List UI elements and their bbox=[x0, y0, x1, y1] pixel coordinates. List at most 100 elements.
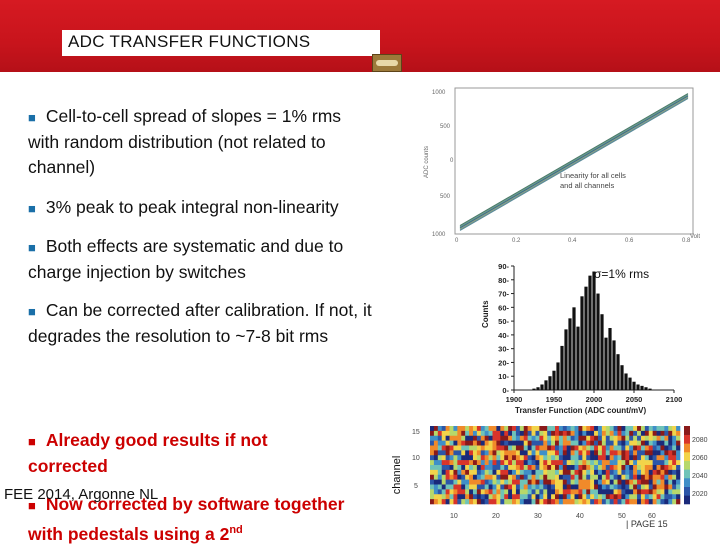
heatmap-cell bbox=[590, 455, 595, 461]
heatmap-cell bbox=[433, 474, 439, 480]
heatmap-cell bbox=[547, 440, 552, 446]
heatmap-cell bbox=[570, 455, 575, 461]
transfer-lines bbox=[459, 93, 689, 231]
heatmap-cell bbox=[672, 430, 677, 437]
heatmap-cell bbox=[539, 499, 544, 505]
heatmap-cell bbox=[504, 489, 509, 495]
heatmap-cell bbox=[515, 494, 521, 500]
heatmap-cell bbox=[535, 460, 540, 466]
slope-histogram: Counts Transfer Function (ADC count/mV) … bbox=[480, 258, 684, 420]
heatmap-cell bbox=[551, 430, 556, 437]
heatmap-cell bbox=[519, 494, 525, 500]
heatmap-cell bbox=[652, 426, 657, 432]
heatmap-cell bbox=[590, 479, 595, 485]
heatmap-cell bbox=[551, 435, 556, 441]
heatmap-cell bbox=[469, 499, 474, 505]
heatmap-cell bbox=[617, 450, 622, 456]
heatmap-cell bbox=[629, 469, 634, 476]
heatmap-cell bbox=[433, 465, 439, 471]
heatmap-cell bbox=[500, 455, 505, 461]
heatmap-cell bbox=[496, 474, 501, 480]
heatmap-cell bbox=[453, 445, 458, 451]
heatmap-cell bbox=[496, 499, 501, 505]
heatmap-cell bbox=[609, 445, 614, 451]
heatmap-cell bbox=[515, 445, 521, 451]
heatmap-cell bbox=[543, 440, 548, 446]
heatmap-cell bbox=[590, 450, 595, 456]
heatmap-cell bbox=[500, 460, 505, 466]
heatmap-cell bbox=[574, 450, 579, 456]
heatmap-cell bbox=[519, 426, 525, 432]
heatmap-cell bbox=[512, 465, 517, 471]
heatmap-cell bbox=[566, 450, 571, 456]
heatmap-cell bbox=[480, 494, 485, 500]
heatmap-cell bbox=[574, 430, 579, 437]
heatmap-cell bbox=[523, 489, 528, 495]
heatmap-cell bbox=[480, 465, 485, 471]
heatmap-cell bbox=[535, 455, 540, 461]
heatmap-cell bbox=[582, 465, 587, 471]
heatmap-cell bbox=[465, 430, 470, 437]
heatmap-cell bbox=[676, 489, 681, 495]
heatmap-cell bbox=[441, 474, 446, 480]
heatmap-cell bbox=[562, 426, 568, 432]
heatmap-cell bbox=[555, 489, 560, 495]
heatmap-cell bbox=[488, 494, 493, 500]
heatmap-cell bbox=[668, 469, 673, 476]
heatmap-cell bbox=[472, 499, 478, 505]
heatmap-cell bbox=[476, 455, 482, 461]
heatmap-cell bbox=[449, 484, 454, 490]
heatmap-cell bbox=[508, 469, 513, 476]
heatmap-cell bbox=[605, 430, 610, 437]
heatmap-cell bbox=[609, 489, 614, 495]
heatmap-cell bbox=[433, 469, 439, 476]
heatmap-cell bbox=[469, 479, 474, 485]
heatmap-cell bbox=[566, 484, 571, 490]
heatmap-cell bbox=[637, 460, 642, 466]
heatmap-cell bbox=[547, 450, 552, 456]
heatmap-cell bbox=[629, 484, 634, 490]
heatmap-cell bbox=[457, 494, 462, 500]
heatmap-cell bbox=[609, 465, 614, 471]
heatmap-cell bbox=[472, 460, 478, 466]
heatmap-cell bbox=[621, 450, 626, 456]
heatmap-cell bbox=[668, 455, 673, 461]
heatmap-cell bbox=[457, 440, 462, 446]
heatmap-cell bbox=[504, 455, 509, 461]
heatmap-cell bbox=[633, 426, 638, 432]
heatmap-cell bbox=[527, 484, 532, 490]
heatmap-cell bbox=[676, 494, 681, 500]
heatmap-cell bbox=[555, 465, 560, 471]
heatmap-cell bbox=[543, 435, 548, 441]
heatmap-cell bbox=[644, 489, 650, 495]
histogram-xtick-label: 2100 bbox=[666, 395, 683, 404]
heatmap-cell bbox=[480, 469, 485, 476]
heatmap-cell bbox=[453, 479, 458, 485]
heatmap-cell bbox=[515, 499, 521, 505]
heatmap-cell bbox=[512, 489, 517, 495]
heatmap-cell bbox=[469, 440, 474, 446]
heatmap-cell bbox=[461, 450, 466, 456]
heatmap-cell bbox=[613, 450, 618, 456]
heatmap-cell bbox=[504, 435, 509, 441]
heatmap-cell bbox=[625, 474, 630, 480]
histogram-ytick-label: 40- bbox=[498, 331, 509, 340]
bullet-marker-icon: ■ bbox=[28, 201, 36, 216]
heatmap-cell bbox=[519, 460, 525, 466]
heatmap-cell bbox=[531, 440, 536, 446]
heatmap-cell bbox=[566, 435, 571, 441]
heatmap-cell bbox=[574, 435, 579, 441]
heatmap-cell bbox=[590, 489, 595, 495]
heatmap-cell bbox=[449, 460, 454, 466]
heatmap-cell bbox=[512, 430, 517, 437]
heatmap-cell bbox=[492, 445, 497, 451]
heatmap-cell bbox=[590, 426, 595, 432]
heatmap-cell bbox=[578, 440, 583, 446]
heatmap-cell bbox=[597, 445, 603, 451]
heatmap-cell bbox=[445, 450, 450, 456]
heatmap-cell bbox=[644, 426, 650, 432]
heatmap-cell bbox=[609, 484, 614, 490]
heatmap-cell bbox=[648, 460, 653, 466]
heatmap-cell bbox=[578, 474, 583, 480]
heatmap-cell bbox=[476, 426, 482, 432]
